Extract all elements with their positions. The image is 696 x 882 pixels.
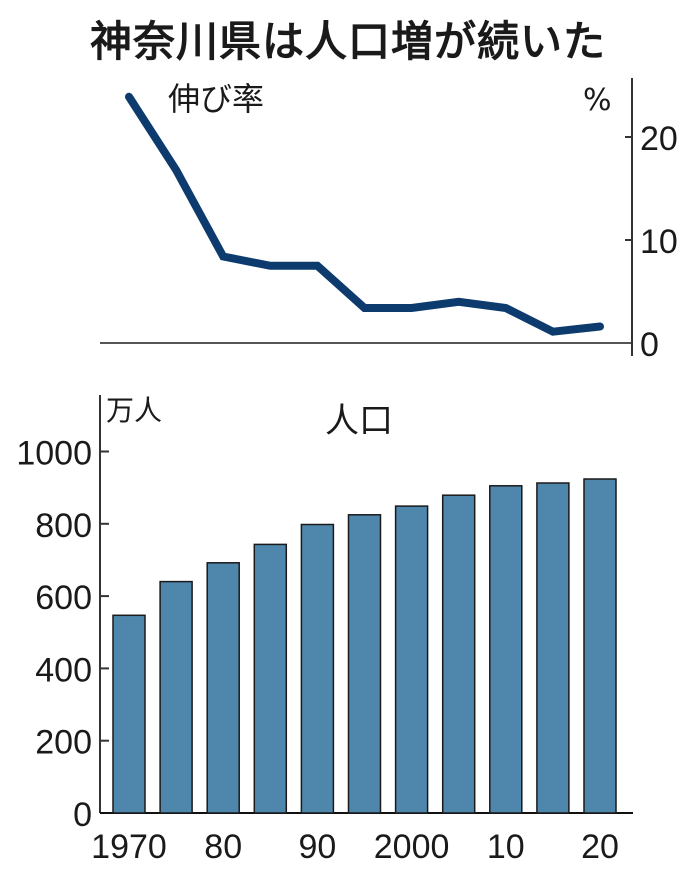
line-series-label: 伸び率 — [168, 80, 264, 118]
y-tick-label: 800 — [35, 507, 92, 545]
x-tick-label: 2000 — [374, 828, 450, 866]
y-axis-unit-label: 万人 — [106, 394, 162, 427]
chart-title: 神奈川県は人口増が続いた — [89, 17, 606, 66]
y-tick-label: 10 — [640, 223, 678, 261]
x-tick-label: 1970 — [91, 828, 167, 866]
population-bar — [583, 478, 617, 814]
population-bar — [159, 580, 193, 814]
y-tick-label: 20 — [640, 120, 678, 158]
growth-rate-line-chart: 0 10 20% 伸び率 — [100, 78, 678, 364]
population-bar — [253, 543, 288, 814]
x-tick-label: 20 — [581, 828, 619, 866]
growth-rate-line — [125, 92, 604, 336]
population-bar — [112, 614, 146, 814]
population-bar — [441, 494, 476, 814]
population-bar — [347, 514, 382, 814]
bar-series-label: 人口 — [325, 401, 393, 441]
population-bar — [536, 482, 570, 814]
x-tick-label: 10 — [487, 828, 525, 866]
y-tick-label: 600 — [35, 579, 92, 617]
population-bar — [206, 562, 240, 814]
y-tick-label: 0 — [640, 326, 659, 364]
x-tick-label: 80 — [204, 828, 242, 866]
population-bar — [300, 523, 335, 814]
y-tick-label: 0 — [73, 796, 92, 834]
y-tick-label: 200 — [35, 724, 92, 762]
y-tick-label: 400 — [35, 651, 92, 689]
y-tick-label: 1000 — [16, 435, 92, 473]
population-bar — [489, 485, 523, 814]
x-tick-label: 90 — [298, 828, 336, 866]
y-axis-unit-label: % — [583, 83, 612, 118]
population-bar — [394, 505, 429, 814]
